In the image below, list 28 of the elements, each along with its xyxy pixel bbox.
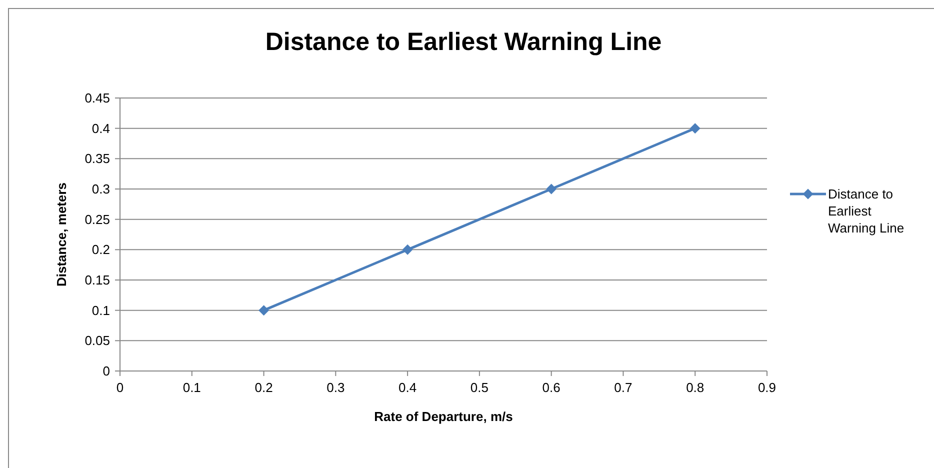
y-tick-label: 0.35 bbox=[84, 151, 110, 166]
point bbox=[690, 123, 700, 134]
y-axis-title: Distance, meters bbox=[54, 182, 69, 287]
x-tick-label: 0.1 bbox=[182, 380, 201, 395]
point bbox=[402, 244, 413, 255]
y-tick-label: 0.3 bbox=[92, 182, 110, 197]
y-tick-label: 0.25 bbox=[84, 212, 110, 227]
x-tick-label: 0.5 bbox=[470, 380, 488, 395]
x-tick-label: 0.2 bbox=[254, 380, 273, 395]
y-tick-label: 0.15 bbox=[84, 272, 110, 288]
x-axis-title: Rate of Departure, m/s bbox=[374, 409, 513, 424]
point bbox=[546, 184, 557, 194]
y-tick-label: 0.2 bbox=[92, 242, 110, 258]
chart-title: Distance to Earliest Warning Line bbox=[265, 28, 662, 56]
x-tick-label: 0.7 bbox=[614, 380, 632, 395]
x-tick-label: 0.9 bbox=[758, 380, 776, 395]
legend-label: Distance to Earliest Warning Line bbox=[828, 186, 904, 236]
x-tick-label: 0.4 bbox=[398, 380, 417, 395]
x-tick-label: 0.3 bbox=[326, 380, 345, 395]
y-tick-label: 0.4 bbox=[92, 120, 110, 136]
x-tick-label: 0.8 bbox=[686, 380, 704, 395]
x-tick-label: 0.6 bbox=[542, 380, 560, 395]
point bbox=[258, 305, 270, 316]
y-tick-label: 0.05 bbox=[84, 333, 110, 348]
y-tick-label: 0.1 bbox=[92, 302, 110, 318]
y-tick-label: 0 bbox=[102, 364, 110, 379]
x-tick-label: 0 bbox=[116, 380, 124, 395]
y-tick-label: 0.45 bbox=[84, 90, 110, 106]
